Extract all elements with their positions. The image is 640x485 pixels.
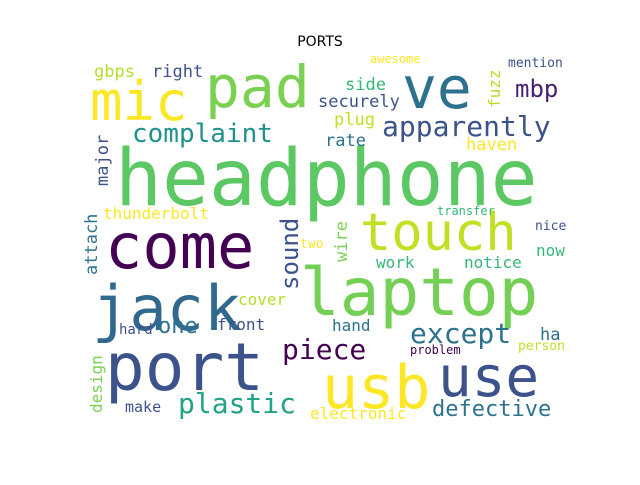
word-complaint: complaint: [132, 119, 273, 149]
word-touch: touch: [360, 203, 517, 263]
word-use: use: [438, 345, 539, 410]
word-wire: wire: [332, 221, 352, 262]
word-mbp: mbp: [515, 75, 558, 103]
word-design: design: [87, 355, 106, 413]
word-except: except: [410, 317, 511, 350]
word-plastic: plastic: [178, 387, 296, 420]
word-sound: sound: [276, 218, 304, 290]
word-mic: mic: [90, 70, 188, 133]
word-pad: pad: [205, 53, 310, 121]
word-attach: attach: [82, 214, 102, 275]
word-come: come: [105, 210, 254, 283]
word-one: one: [158, 314, 198, 339]
word-side: side: [345, 75, 386, 95]
word-piece: piece: [282, 333, 366, 366]
word-thunderbolt: thunderbolt: [103, 204, 209, 223]
word-now: now: [536, 241, 565, 260]
word-awesome: awesome: [370, 52, 421, 66]
word-major: major: [93, 135, 113, 186]
word-apparently: apparently: [382, 110, 551, 143]
word-jack: jack: [92, 272, 241, 345]
word-transfer: transfer: [437, 204, 495, 218]
word-rate: rate: [325, 131, 366, 151]
word-laptop: laptop: [300, 254, 538, 331]
word-electronic: electronic: [310, 404, 406, 423]
word-problem: problem: [410, 343, 461, 357]
word-headphone: headphone: [115, 134, 538, 224]
word-front: front: [217, 315, 265, 334]
word-notice: notice: [464, 253, 522, 272]
word-securely: securely: [318, 92, 400, 112]
word-person: person: [518, 339, 565, 354]
word-gbps: gbps: [94, 62, 135, 82]
word-plug: plug: [334, 110, 375, 130]
word-usb: usb: [322, 353, 430, 423]
word-fuzz: fuzz: [485, 69, 504, 108]
word-defective: defective: [432, 397, 551, 422]
word-hand: hand: [332, 316, 371, 335]
word-haven: haven: [466, 135, 517, 155]
word-two: two: [300, 237, 323, 252]
word-make: make: [125, 398, 161, 416]
word-ve: ve: [402, 54, 472, 122]
word-cover: cover: [238, 290, 287, 309]
chart-title: PORTS: [297, 34, 343, 50]
word-right: right: [152, 62, 203, 82]
word-mention: mention: [508, 56, 563, 71]
word-ha: ha: [540, 325, 560, 345]
word-hard: hard: [119, 322, 153, 338]
word-work: work: [376, 253, 415, 272]
word-nice: nice: [535, 219, 566, 234]
word-port: port: [105, 329, 264, 406]
